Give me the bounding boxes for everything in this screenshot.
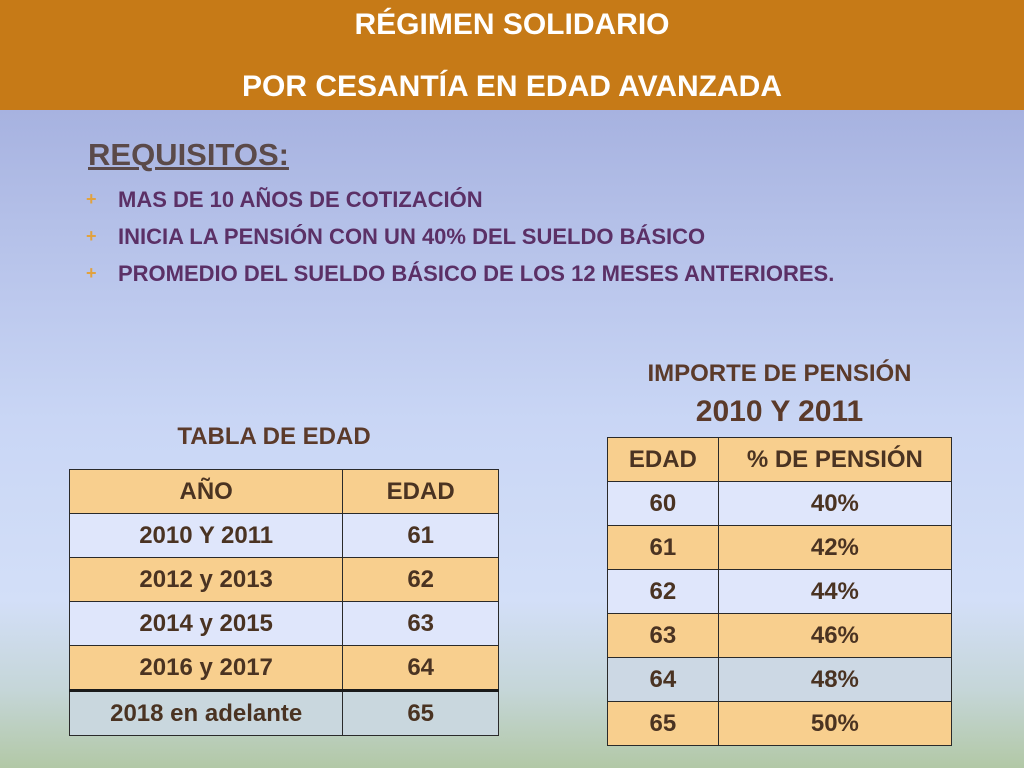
requisito-text: INICIA LA PENSIÓN CON UN 40% DEL SUELDO …	[118, 223, 706, 249]
tabla-edad-caption: TABLA DE EDAD	[177, 423, 371, 450]
column-header-ano: AÑO	[68, 469, 344, 514]
cell-ano: 2018 en adelante	[68, 689, 344, 736]
cell-edad: 60	[607, 481, 719, 526]
title-line-2: POR CESANTÍA EN EDAD AVANZADA	[241, 70, 782, 103]
cell-ano: 2016 y 2017	[68, 645, 344, 691]
cell-edad: 62	[342, 557, 499, 602]
pension-caption-line-1: IMPORTE DE PENSIÓN	[647, 360, 912, 387]
requisitos-heading: REQUISITOS:	[88, 137, 289, 172]
plus-bullet-icon: +	[86, 226, 97, 246]
cell-edad: 65	[607, 701, 719, 746]
cell-porcentaje: 44%	[717, 569, 953, 614]
table-row: 61 42%	[607, 525, 953, 570]
cell-porcentaje: 48%	[717, 657, 953, 702]
plus-bullet-icon: +	[86, 189, 97, 209]
table-row: 62 44%	[607, 569, 953, 614]
cell-edad: 65	[342, 689, 499, 736]
table-header-row: EDAD % DE PENSIÓN	[607, 437, 953, 482]
table-row: 63 46%	[607, 613, 953, 658]
plus-bullet-icon: +	[86, 263, 97, 283]
cell-ano: 2014 y 2015	[68, 601, 344, 646]
requisito-item: + PROMEDIO DEL SUELDO BÁSICO DE LOS 12 M…	[86, 255, 834, 292]
cell-edad: 63	[342, 601, 499, 646]
table-row: 64 48%	[607, 657, 953, 702]
table-row: 2014 y 2015 63	[68, 601, 499, 646]
cell-ano: 2012 y 2013	[68, 557, 344, 602]
table-row: 2016 y 2017 64	[68, 645, 499, 691]
column-header-edad: EDAD	[342, 469, 499, 514]
cell-porcentaje: 42%	[717, 525, 953, 570]
table-row: 60 40%	[607, 481, 953, 526]
table-header-row: AÑO EDAD	[68, 469, 499, 514]
cell-porcentaje: 46%	[717, 613, 953, 658]
requisitos-list: + MAS DE 10 AÑOS DE COTIZACIÓN + INICIA …	[86, 181, 834, 292]
column-header-porcentaje: % DE PENSIÓN	[717, 437, 953, 482]
cell-edad: 64	[607, 657, 719, 702]
table-row: 2012 y 2013 62	[68, 557, 499, 602]
table-row: 2010 Y 2011 61	[68, 513, 499, 558]
requisito-item: + INICIA LA PENSIÓN CON UN 40% DEL SUELD…	[86, 218, 834, 255]
cell-edad: 61	[342, 513, 499, 558]
cell-ano: 2010 Y 2011	[68, 513, 344, 558]
cell-edad: 61	[607, 525, 719, 570]
cell-edad: 63	[607, 613, 719, 658]
cell-edad: 64	[342, 645, 499, 691]
cell-porcentaje: 40%	[717, 481, 953, 526]
tabla-edad: AÑO EDAD 2010 Y 2011 61 2012 y 2013 62 2…	[68, 469, 499, 736]
column-header-edad: EDAD	[607, 437, 719, 482]
tabla-pension: EDAD % DE PENSIÓN 60 40% 61 42% 62 44% 6…	[607, 437, 953, 746]
requisito-text: MAS DE 10 AÑOS DE COTIZACIÓN	[118, 186, 483, 212]
title-line-1: RÉGIMEN SOLIDARIO	[354, 8, 670, 41]
table-row: 65 50%	[607, 701, 953, 746]
table-row: 2018 en adelante 65	[68, 689, 499, 736]
requisito-text: PROMEDIO DEL SUELDO BÁSICO DE LOS 12 MES…	[118, 260, 835, 286]
cell-porcentaje: 50%	[717, 701, 953, 746]
cell-edad: 62	[607, 569, 719, 614]
requisito-item: + MAS DE 10 AÑOS DE COTIZACIÓN	[86, 181, 834, 218]
title-banner: RÉGIMEN SOLIDARIO POR CESANTÍA EN EDAD A…	[0, 0, 1024, 110]
pension-caption-line-2: 2010 Y 2011	[695, 395, 864, 428]
